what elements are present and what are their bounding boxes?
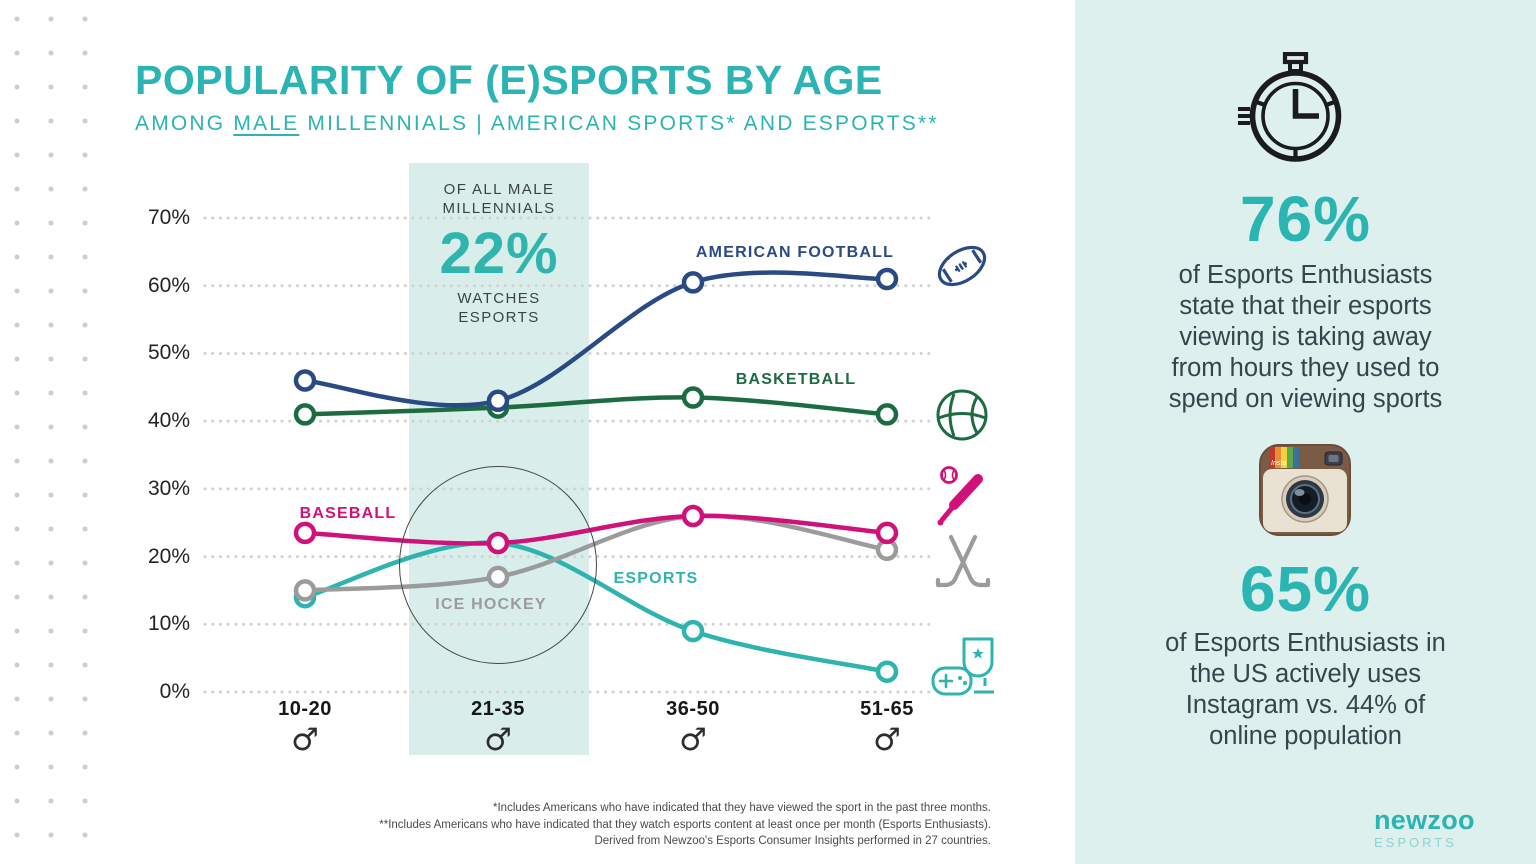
y-tick-label: 50%	[147, 341, 190, 365]
ice-hockey-icon	[935, 534, 991, 588]
svg-text:Insta: Insta	[1271, 460, 1286, 467]
stat2-text: of Esports Enthusiasts in the US activel…	[1165, 629, 1446, 750]
esports-trophy-icon	[931, 637, 994, 696]
y-tick-label: 70%	[147, 206, 190, 230]
series-label-american-football: AMERICAN FOOTBALL	[695, 244, 895, 261]
logo-sub-text: ESPORTS	[1374, 835, 1457, 850]
trophy-star	[972, 648, 984, 659]
chart-marker	[681, 504, 705, 528]
baseball-icon	[937, 466, 983, 526]
controller	[931, 666, 973, 696]
chart-marker	[486, 531, 510, 555]
chart-marker	[875, 660, 899, 683]
x-category-label: 51-65	[860, 698, 914, 720]
chart-marker	[875, 403, 899, 426]
logo-brand-text: newzoo	[1374, 805, 1475, 835]
dot-pattern-decoration	[0, 0, 102, 864]
series-label-ice-hockey: ICE HOCKEY	[435, 596, 547, 613]
chart-marker	[293, 369, 317, 392]
chart-marker	[486, 565, 510, 589]
footnotes: *Includes Americans who have indicated t…	[379, 800, 991, 850]
chart-marker	[681, 619, 705, 643]
footnote-line: Derived from Newzoo's Esports Consumer I…	[594, 835, 991, 848]
male-symbol-icon: ♂	[873, 722, 901, 758]
series-label-basketball: BASKETBALL	[735, 371, 857, 388]
chart-line-ice-hockey	[304, 513, 888, 593]
chart-marker	[293, 579, 317, 602]
line-chart: 70% 60% 50% 40% 30% 20% 10% 0% AMERICAN FOOTBALL…	[148, 190, 960, 770]
chart-marker	[875, 267, 899, 291]
footnote-line: *Includes Americans who have indicated t…	[493, 802, 991, 814]
x-category-label: 36-50	[666, 698, 720, 720]
side-panel: 76% of Esports Enthusiasts state that th…	[1075, 0, 1536, 864]
chart-line-american-football	[304, 270, 888, 408]
chart-marker	[875, 521, 899, 545]
male-symbol-icon: ♂	[291, 722, 319, 758]
x-category-label: 10-20	[278, 698, 332, 720]
male-symbol-icon: ♂	[679, 722, 707, 758]
male-symbol-icon: ♂	[484, 722, 512, 758]
y-tick-label: 10%	[147, 612, 190, 636]
chart-plot-area	[203, 216, 932, 694]
y-tick-label: 0%	[159, 680, 190, 703]
y-tick-label: 30%	[147, 476, 190, 500]
x-category-label: 21-35	[471, 698, 525, 720]
chart-line-esports	[304, 540, 888, 674]
chart-line-basketball	[304, 395, 888, 417]
rainbow-stripe	[1269, 447, 1299, 468]
newzoo-logo: newzoo ESPORTS	[1374, 806, 1475, 850]
chart-marker	[681, 271, 705, 294]
stat1-text: of Esports Enthusiasts state that their …	[1168, 261, 1443, 413]
stat1-value: 76%	[1239, 183, 1372, 255]
series-label-baseball: BASEBALL	[299, 505, 397, 522]
instagram-icon: Insta	[1259, 444, 1351, 536]
american-football-icon	[937, 245, 987, 287]
basketball-icon	[936, 389, 988, 441]
y-tick-label: 40%	[147, 409, 190, 433]
chart-marker	[486, 389, 510, 413]
stopwatch-icon	[1238, 52, 1342, 162]
series-label-esports: ESPORTS	[613, 570, 699, 587]
chart-line-baseball	[304, 513, 888, 546]
page-title: POPULARITY OF (E)SPORTS BY AGE	[135, 57, 883, 103]
chart-marker	[293, 521, 317, 545]
y-tick-label: 20%	[147, 544, 190, 568]
chart-marker	[681, 386, 705, 409]
y-tick-label: 60%	[147, 273, 190, 297]
subtitle-underlined-word: MALE	[233, 112, 300, 135]
stat2-value: 65%	[1239, 553, 1372, 625]
footnote-line: **Includes Americans who have indicated …	[379, 818, 991, 831]
page-subtitle: AMONG MALE MILLENNIALS | AMERICAN SPORTS…	[135, 112, 939, 135]
chart-marker	[293, 403, 317, 426]
highlight-band	[409, 163, 589, 755]
